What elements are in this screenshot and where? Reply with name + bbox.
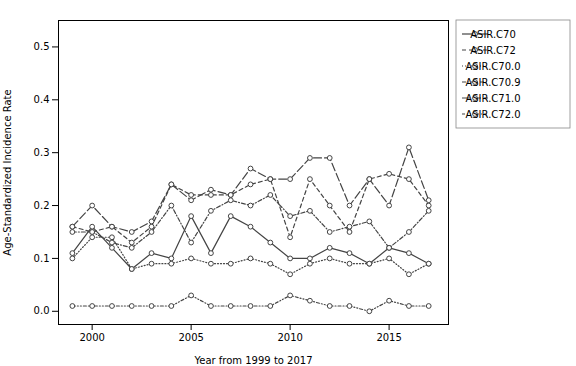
svg-text:ASIR.C70: ASIR.C70 (470, 29, 516, 40)
svg-text:0.5: 0.5 (34, 41, 50, 52)
svg-text:0.1: 0.1 (34, 253, 50, 264)
svg-text:2015: 2015 (376, 332, 401, 343)
svg-text:ASIR.C72: ASIR.C72 (470, 45, 516, 56)
svg-text:0.2: 0.2 (34, 200, 50, 211)
svg-text:ASIR.C71.0: ASIR.C71.0 (465, 93, 520, 104)
svg-text:Year from 1999 to 2017: Year from 1999 to 2017 (193, 355, 312, 366)
svg-text:ASIR.C72.0: ASIR.C72.0 (465, 109, 520, 120)
svg-text:ASIR.C70.0: ASIR.C70.0 (465, 61, 520, 72)
svg-text:2005: 2005 (178, 332, 203, 343)
svg-text:2010: 2010 (277, 332, 302, 343)
svg-text:ASIR.C70.9: ASIR.C70.9 (465, 77, 520, 88)
svg-text:0.0: 0.0 (34, 305, 50, 316)
svg-text:Age-Standardized Incidence Rat: Age-Standardized Incidence Rate (2, 89, 13, 255)
svg-text:0.4: 0.4 (34, 94, 50, 105)
svg-text:0.3: 0.3 (34, 147, 50, 158)
svg-text:2000: 2000 (79, 332, 104, 343)
